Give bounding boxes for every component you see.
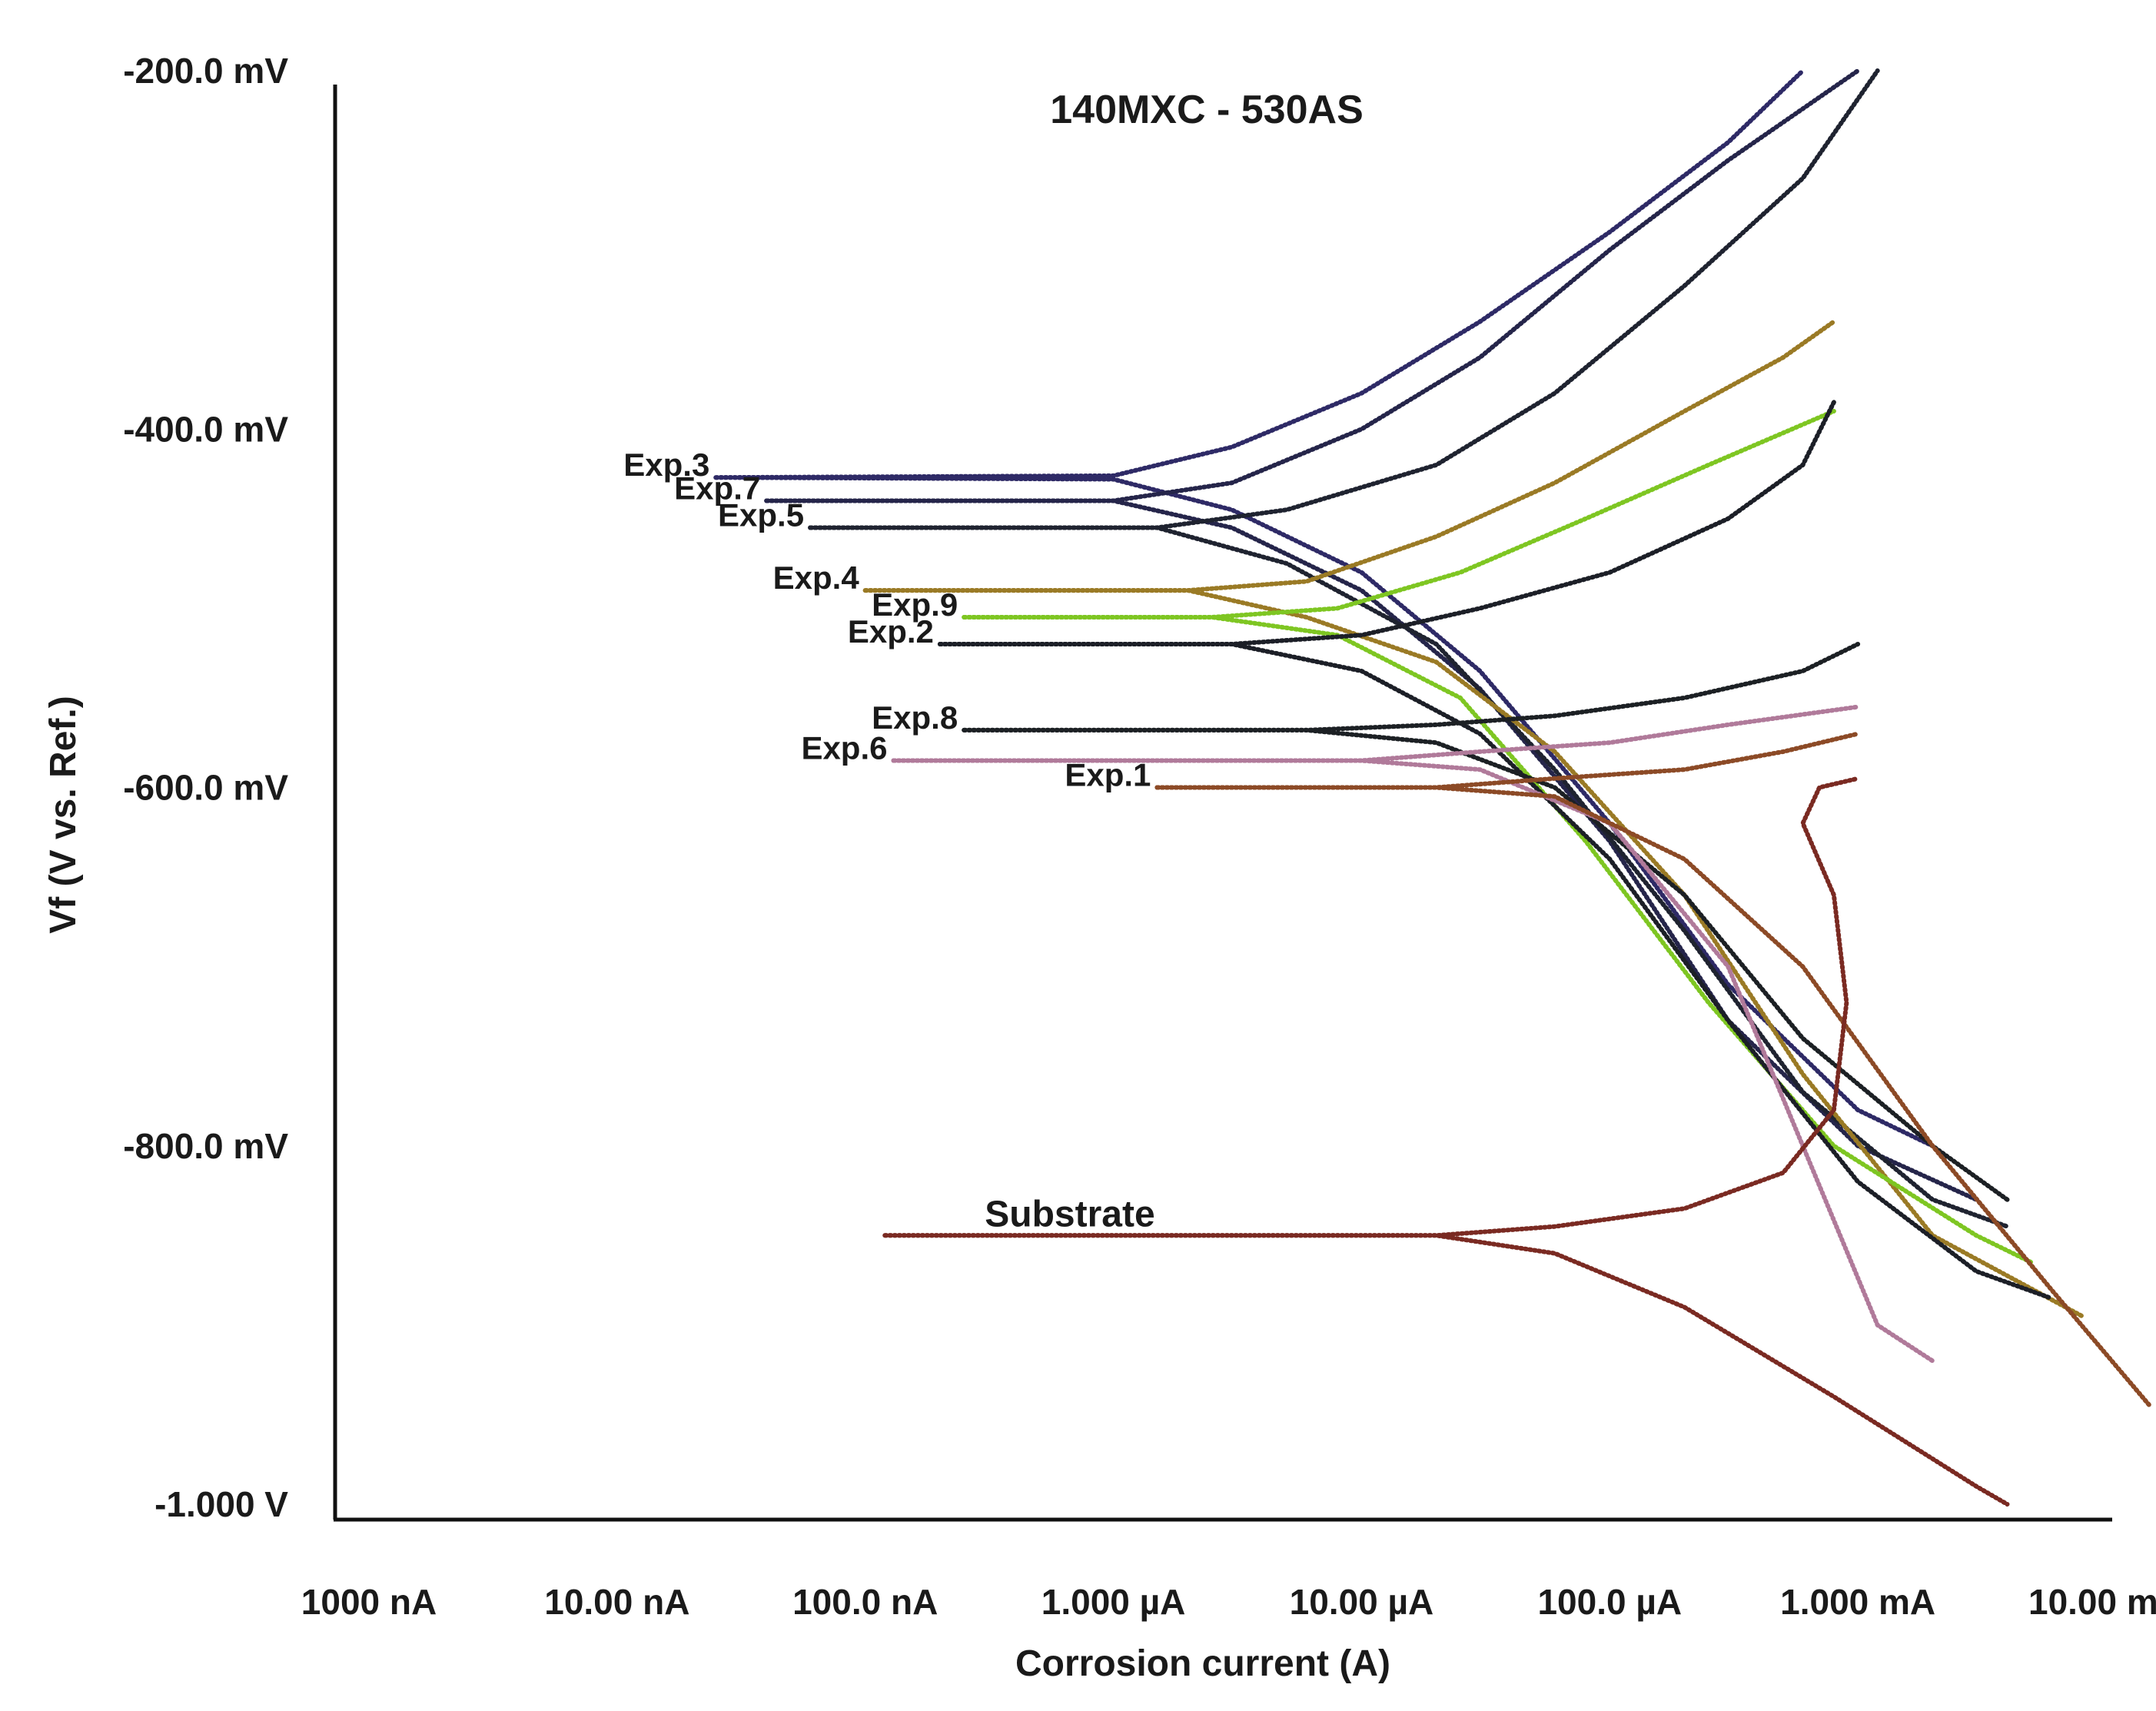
series-exp-3-anodic [713, 68, 1806, 480]
series-exp-2-anodic [937, 400, 1836, 646]
series-label-exp-9: Exp.9 [872, 586, 958, 623]
y-tick-label: -400.0 mV [123, 409, 288, 449]
series-exp-9-anodic [962, 408, 1836, 620]
series-exp-8-cathodic [962, 727, 2010, 1202]
x-tick-label: 10.00 nA [544, 1582, 689, 1622]
x-tick-label: 10.00 mA [2028, 1582, 2156, 1622]
series-substrate-cathodic [882, 1233, 2010, 1507]
series-label-exp-8: Exp.8 [872, 699, 958, 736]
series-substrate-anodic [882, 776, 1861, 1238]
x-tick-label: 1.000 µA [1041, 1582, 1186, 1622]
series-label-exp-5: Exp.5 [718, 497, 804, 533]
x-tick-label: 1.000 mA [1780, 1582, 1935, 1622]
series-label-substrate: Substrate [985, 1194, 1154, 1234]
x-tick-labels: 1000 nA 10.00 nA 100.0 nA 1.000 µA 10.00 µA 1… [301, 1582, 2156, 1622]
series-exp-9-cathodic [962, 615, 2034, 1265]
x-axis-title: Corrosion current (A) [1015, 1643, 1390, 1684]
series-exp-7-anodic [764, 68, 1861, 503]
y-tick-labels: -200.0 mV -400.0 mV -600.0 mV -800.0 mV -1.0… [123, 51, 288, 1524]
series-exp-6-anodic [891, 704, 1861, 763]
y-tick-label: -200.0 mV [123, 51, 288, 91]
series-label-exp-6: Exp.6 [801, 730, 887, 766]
series-exp-8-anodic [962, 642, 1861, 733]
series-label-exp-7: Exp.7 [674, 470, 760, 507]
series-exp-4-anodic [862, 319, 1836, 593]
series-exp-5-cathodic [808, 525, 2010, 1229]
series-exp-6-cathodic [891, 758, 1935, 1364]
y-tick-label: -1.000 V [154, 1484, 288, 1524]
curves [713, 68, 2152, 1507]
y-axis-title: Vf (V vs. Ref.) [43, 696, 84, 933]
series-label-exp-3: Exp.3 [623, 447, 709, 483]
series-label-exp-2: Exp.2 [848, 613, 934, 650]
x-tick-label: 1000 nA [301, 1582, 437, 1622]
series-exp-5-anodic [808, 68, 1880, 530]
chart-title: 140MXC - 530AS [1050, 88, 1364, 132]
series-label-exp-1: Exp.1 [1065, 757, 1151, 793]
series-label-exp-4: Exp.4 [773, 560, 860, 596]
series-exp-2-cathodic [937, 642, 2054, 1301]
x-tick-label: 100.0 µA [1537, 1582, 1682, 1622]
x-tick-label: 100.0 nA [792, 1582, 938, 1622]
y-tick-label: -600.0 mV [123, 768, 288, 808]
series-exp-3-cathodic [713, 475, 1935, 1148]
x-tick-label: 10.00 µA [1290, 1582, 1434, 1622]
series-exp-1-cathodic [1154, 785, 2152, 1408]
y-tick-label: -800.0 mV [123, 1126, 288, 1166]
